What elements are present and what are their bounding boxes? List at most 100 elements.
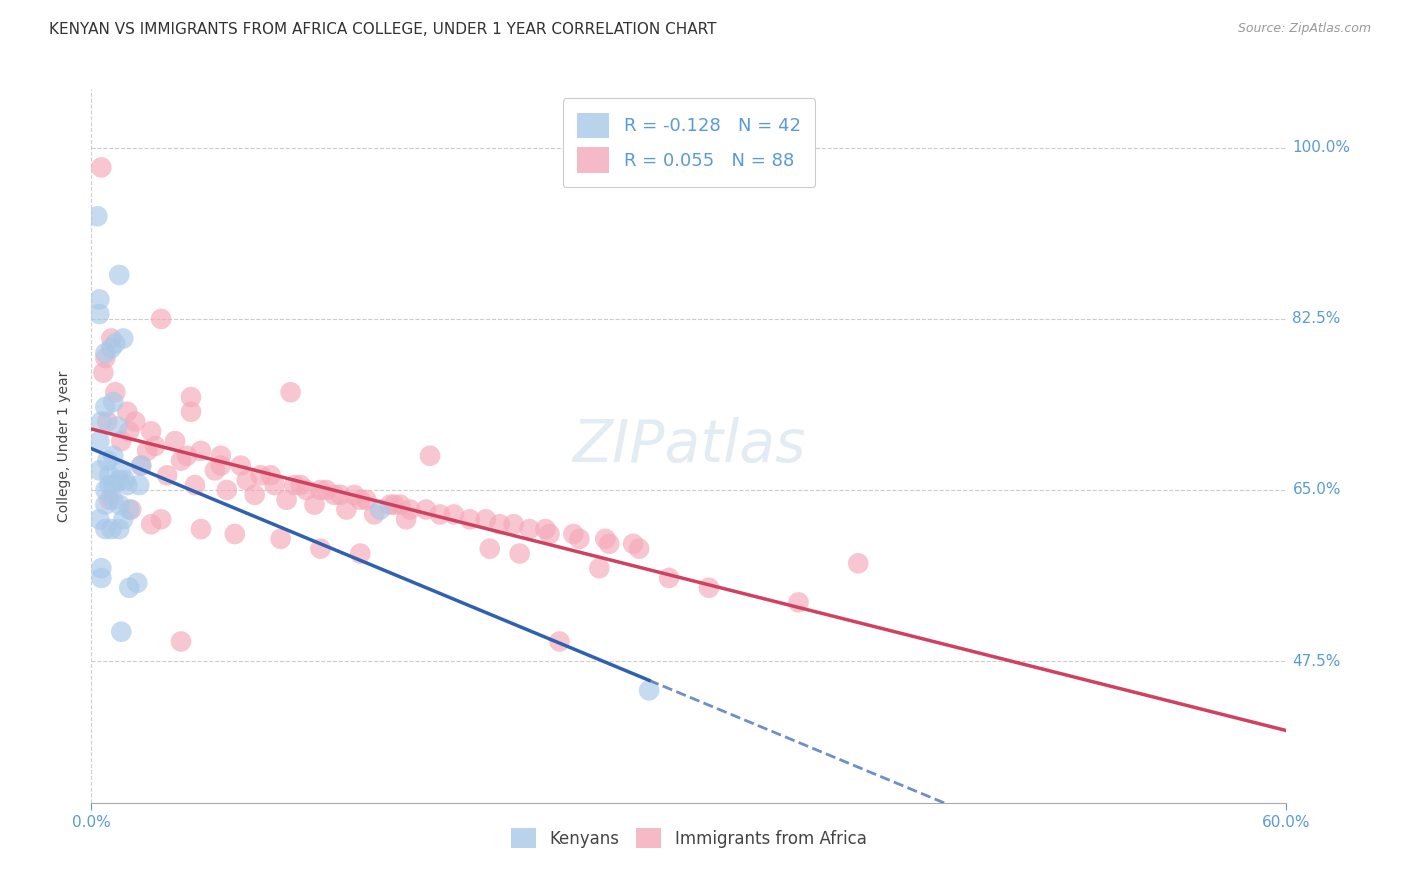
Point [103,492,125,507]
Point [595,532,617,546]
Point [103,395,125,409]
Point [488,517,510,532]
Point [568,532,591,546]
Point [104,336,127,351]
Point [98,468,121,483]
Point [478,541,501,556]
Point [395,512,418,526]
Point [118,581,141,595]
Point [90,561,112,575]
Point [114,473,136,487]
Point [94,498,117,512]
Text: 100.0%: 100.0% [1292,140,1351,155]
Point [90,571,112,585]
Point [150,512,173,526]
Point [389,498,412,512]
Point [290,478,312,492]
Point [349,547,371,561]
Point [309,483,332,497]
Point [105,419,128,434]
Point [108,522,131,536]
Point [112,512,135,526]
Point [363,508,385,522]
Point [120,502,142,516]
Point [156,468,179,483]
Point [443,508,465,522]
Point [103,449,125,463]
Point [124,415,146,429]
Point [243,488,266,502]
Point [368,502,391,516]
Point [150,312,173,326]
Point [108,473,131,487]
Point [176,449,198,463]
Point [249,468,271,483]
Point [378,498,402,512]
Point [108,498,131,512]
Point [229,458,252,473]
Point [118,425,141,439]
Point [598,537,620,551]
Point [129,458,152,473]
Point [354,492,377,507]
Point [100,341,122,355]
Point [697,581,720,595]
Point [329,488,352,502]
Point [280,385,302,400]
Point [215,483,238,497]
Point [110,434,132,449]
Point [110,624,132,639]
Point [94,351,117,365]
Point [136,443,159,458]
Text: 65.0%: 65.0% [1292,483,1341,498]
Point [309,541,332,556]
Point [90,161,112,175]
Point [304,498,326,512]
Text: ZIPatlas: ZIPatlas [572,417,806,475]
Point [110,463,132,477]
Point [104,385,127,400]
Point [474,512,498,526]
Point [787,595,810,609]
Y-axis label: College, Under 1 year: College, Under 1 year [56,370,70,522]
Point [343,488,366,502]
Point [209,458,232,473]
Point [115,405,138,419]
Point [658,571,681,585]
Point [112,331,135,345]
Point [98,492,121,507]
Point [190,443,212,458]
Point [89,293,111,307]
Point [93,366,114,380]
Point [628,541,651,556]
Point [108,268,131,282]
Point [163,434,186,449]
Point [89,434,111,449]
Point [548,634,571,648]
Point [621,537,644,551]
Point [276,492,298,507]
Point [283,478,307,492]
Point [127,575,149,590]
Text: Source: ZipAtlas.com: Source: ZipAtlas.com [1237,22,1371,36]
Point [538,527,561,541]
Point [638,683,661,698]
Point [94,400,117,414]
Point [129,458,152,473]
Point [180,405,202,419]
Point [235,473,259,487]
Point [534,522,557,536]
Point [263,478,285,492]
Point [415,502,437,516]
Point [349,492,371,507]
Point [89,463,111,477]
Point [259,468,281,483]
Point [141,517,162,532]
Point [224,527,246,541]
Point [458,512,481,526]
Point [588,561,610,575]
Point [86,209,108,223]
Point [429,508,451,522]
Point [562,527,585,541]
Point [100,331,122,345]
